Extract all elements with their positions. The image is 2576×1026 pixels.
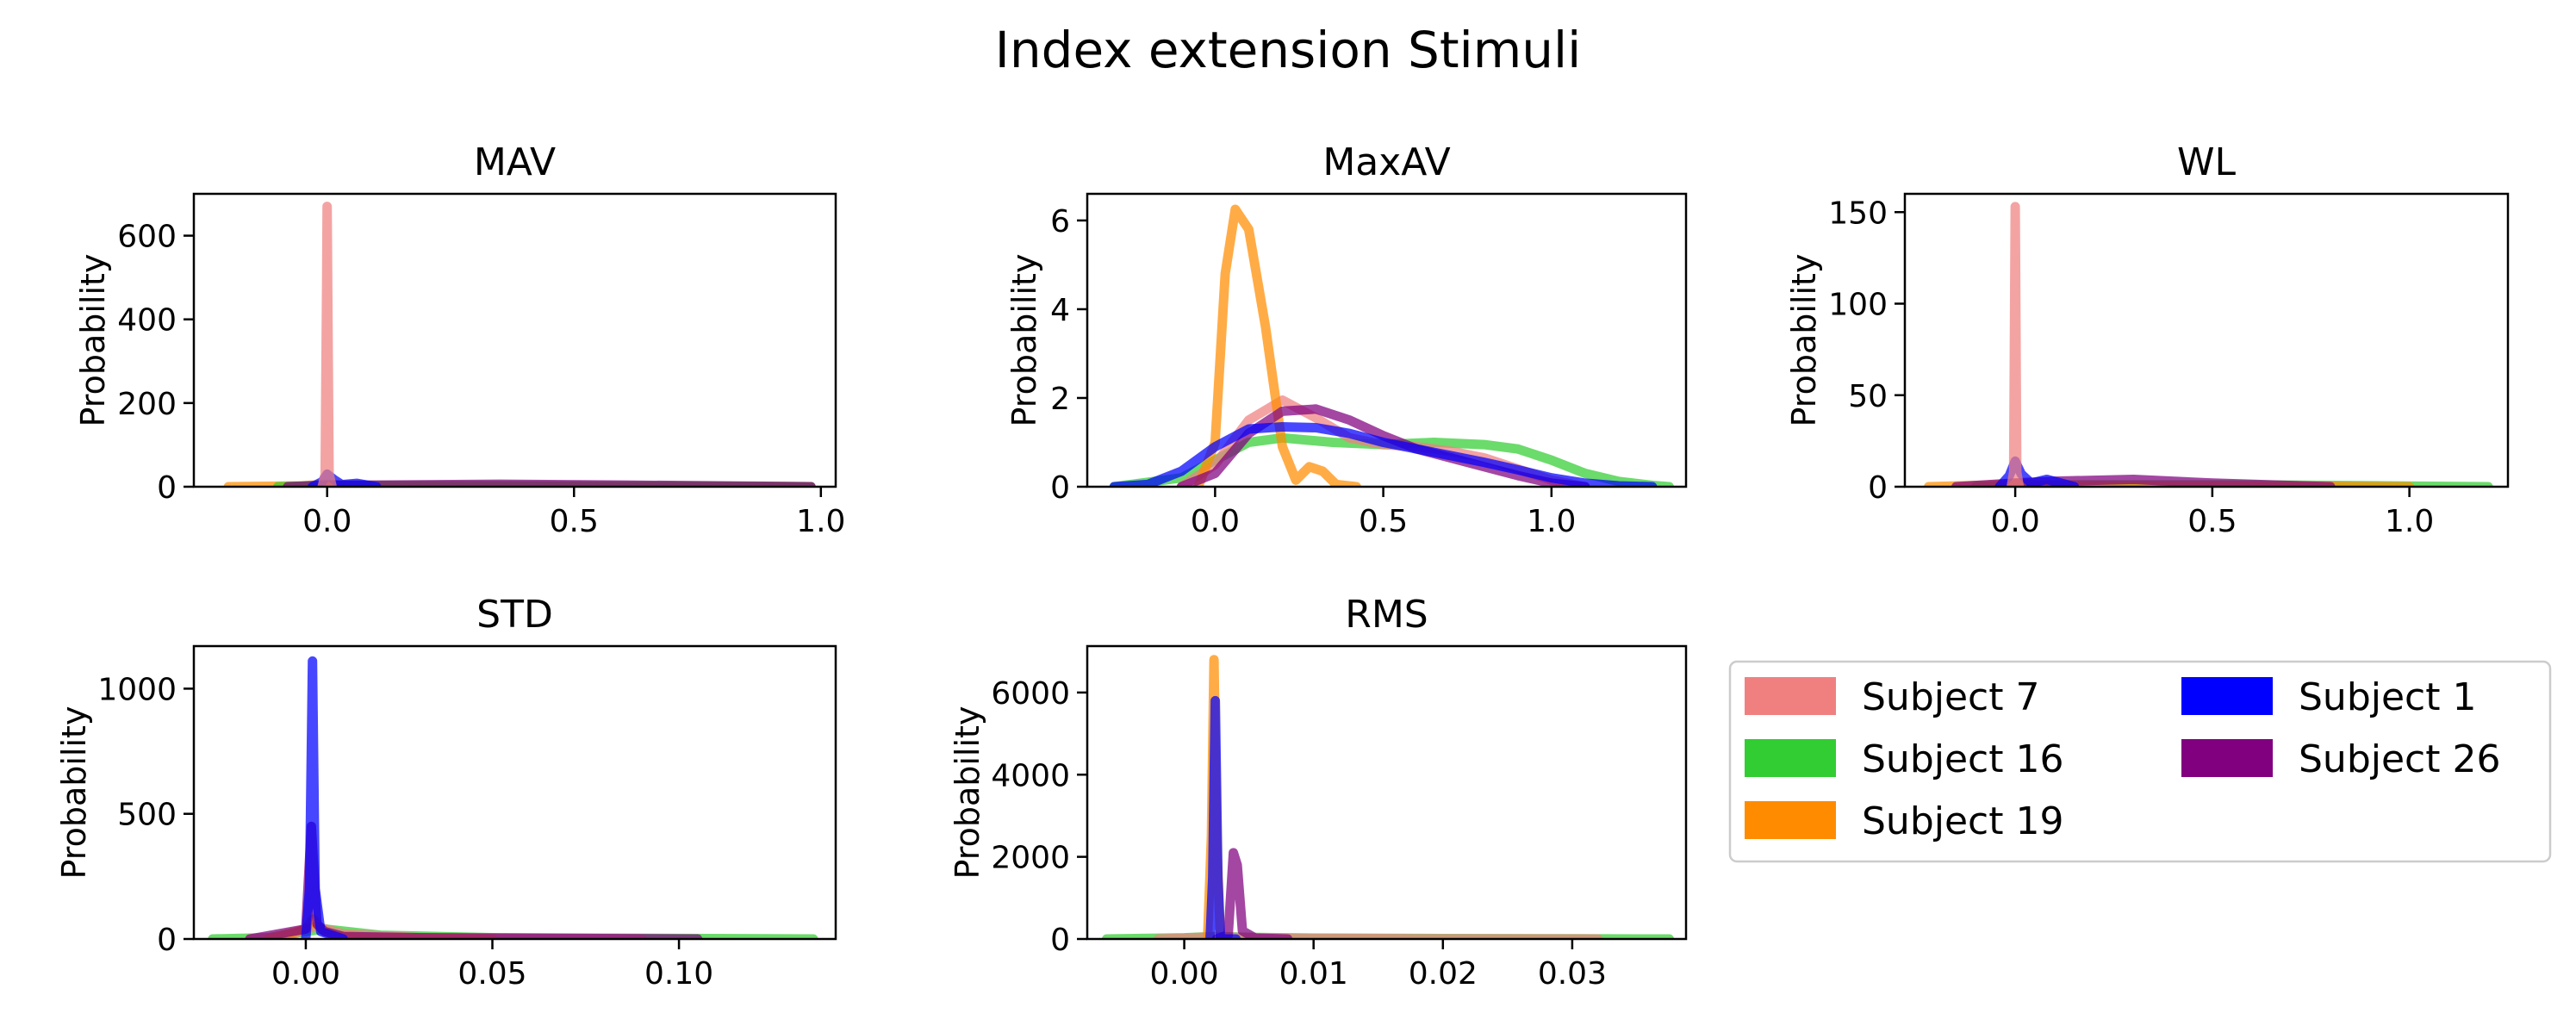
- axes-frame: [1086, 192, 1688, 488]
- axes-frame: [1903, 192, 2510, 488]
- subplot-mav: 0.0 0.5 1.0 0 200 400 600 MAV Probability: [74, 140, 845, 539]
- legend-label: Subject 1: [2299, 675, 2476, 719]
- subplot-title: MaxAV: [1322, 140, 1450, 184]
- legend-label: Subject 26: [2299, 737, 2500, 781]
- y-axis-label: Probability: [1785, 254, 1823, 427]
- series-group: [208, 656, 818, 939]
- legend-entry-subject-7: Subject 7: [1745, 675, 2039, 719]
- series-group: [1102, 655, 1674, 939]
- y-tick-label: 0: [157, 470, 177, 506]
- series-line-subject-19: [1193, 204, 1361, 487]
- y-tick-label: 6000: [991, 676, 1070, 712]
- x-tick-label: 1.0: [1527, 504, 1576, 539]
- legend-swatch: [1745, 739, 1836, 777]
- legend-frame: [1728, 660, 2552, 863]
- legend-entry-subject-16: Subject 16: [1745, 737, 2063, 781]
- y-tick-label: 0: [1868, 470, 1888, 506]
- series-group: [1924, 202, 2493, 487]
- legend-entry-subject-19: Subject 19: [1745, 799, 2063, 843]
- series-line-subject-26: [1211, 848, 1293, 939]
- axes-frame: [1086, 644, 1688, 941]
- y-tick-label: 0: [157, 923, 177, 958]
- x-tick-label: 0.5: [2187, 504, 2237, 539]
- x-tick-label: 0.00: [1150, 956, 1219, 992]
- subplot-rms: 0.00 0.01 0.02 0.03 0 2000 4000 6000 RMS Probabil…: [949, 593, 1688, 992]
- legend: Subject 7 Subject 16 Subject 19 Subject 1 Su…: [1728, 660, 2552, 863]
- x-tick-label: 1.0: [796, 504, 845, 539]
- y-tick-label: 4: [1050, 293, 1070, 328]
- legend-swatch: [2181, 739, 2273, 777]
- legend-entry-subject-26: Subject 26: [2181, 737, 2500, 781]
- y-tick-label: 2: [1050, 382, 1070, 417]
- x-tick-label: 0.5: [550, 504, 599, 539]
- series-line-subject-1: [301, 656, 348, 939]
- axes-frame: [192, 644, 837, 941]
- x-tick-label: 0.0: [1990, 504, 2039, 539]
- series-line-subject-7: [317, 202, 337, 487]
- series-line-subject-7: [2007, 202, 2025, 487]
- x-tick-label: 0.0: [302, 504, 352, 539]
- subplot-wl: 0.0 0.5 1.0 0 50 100 150 WL Probability: [1785, 140, 2510, 539]
- y-axis-label: Probability: [55, 706, 93, 880]
- series-group: [1109, 204, 1674, 487]
- y-tick-label: 400: [117, 303, 177, 339]
- y-tick-label: 0: [1050, 470, 1070, 506]
- x-tick-label: 0.0: [1191, 504, 1240, 539]
- x-tick-label: 0.02: [1409, 956, 1478, 992]
- subplot-title: MAV: [474, 140, 556, 184]
- y-tick-label: 500: [117, 798, 177, 833]
- y-tick-label: 100: [1828, 288, 1888, 323]
- legend-swatch: [2181, 677, 2273, 715]
- x-tick-label: 0.10: [644, 956, 713, 992]
- y-axis-label: Probability: [1005, 254, 1043, 427]
- y-tick-label: 4000: [991, 758, 1070, 793]
- subplot-std: 0.00 0.05 0.10 0 500 1000 STD Probability: [55, 593, 837, 992]
- subplot-title: WL: [2177, 140, 2237, 184]
- y-tick-label: 1000: [97, 672, 177, 707]
- subplot-title: STD: [476, 593, 553, 637]
- subplot-title: RMS: [1345, 593, 1428, 637]
- y-tick-label: 2000: [991, 841, 1070, 876]
- series-group: [223, 202, 816, 487]
- y-tick-label: 150: [1828, 196, 1888, 231]
- subplot-maxav: 0.0 0.5 1.0 0 2 4 6 MaxAV Probability: [1005, 140, 1688, 539]
- axes-frame: [192, 192, 837, 488]
- legend-label: Subject 7: [1862, 675, 2039, 719]
- x-tick-label: 0.5: [1359, 504, 1408, 539]
- y-tick-label: 6: [1050, 204, 1070, 239]
- figure-title: Index extension Stimuli: [995, 21, 1581, 79]
- series-line-subject-1: [1109, 422, 1658, 487]
- x-tick-label: 1.0: [2385, 504, 2434, 539]
- x-tick-label: 0.00: [271, 956, 340, 992]
- y-tick-label: 600: [117, 220, 177, 255]
- y-axis-label: Probability: [74, 254, 112, 427]
- y-axis-label: Probability: [949, 706, 986, 880]
- legend-label: Subject 16: [1862, 737, 2063, 781]
- legend-swatch: [1745, 801, 1836, 839]
- y-tick-label: 0: [1050, 923, 1070, 958]
- x-tick-label: 0.01: [1279, 956, 1348, 992]
- legend-swatch: [1745, 677, 1836, 715]
- legend-label: Subject 19: [1862, 799, 2063, 843]
- series-line-subject-1: [1205, 695, 1241, 939]
- x-tick-label: 0.05: [457, 956, 526, 992]
- y-tick-label: 50: [1848, 379, 1888, 414]
- y-tick-label: 200: [117, 387, 177, 422]
- x-tick-label: 0.03: [1538, 956, 1607, 992]
- legend-entry-subject-1: Subject 1: [2181, 675, 2476, 719]
